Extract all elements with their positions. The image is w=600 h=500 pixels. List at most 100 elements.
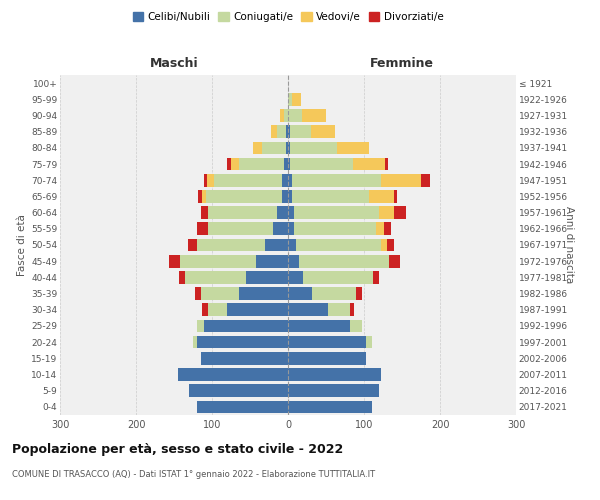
- Bar: [185, 271, 246, 283]
- Bar: [273, 222, 288, 235]
- Bar: [292, 174, 382, 186]
- Bar: [387, 238, 394, 252]
- Bar: [394, 206, 406, 219]
- Bar: [288, 206, 294, 219]
- Bar: [288, 158, 290, 170]
- Bar: [246, 271, 288, 283]
- Bar: [389, 255, 400, 268]
- Bar: [288, 320, 350, 332]
- Bar: [205, 320, 288, 332]
- Bar: [288, 126, 290, 138]
- Bar: [208, 304, 227, 316]
- Bar: [290, 126, 311, 138]
- Bar: [382, 174, 421, 186]
- Bar: [290, 142, 337, 154]
- Bar: [206, 190, 282, 202]
- Bar: [302, 109, 326, 122]
- Bar: [208, 206, 277, 219]
- Bar: [294, 206, 379, 219]
- Bar: [288, 271, 303, 283]
- Bar: [194, 288, 200, 300]
- Bar: [197, 222, 208, 235]
- Bar: [202, 304, 208, 316]
- Bar: [227, 304, 288, 316]
- Bar: [288, 238, 296, 252]
- Bar: [197, 336, 288, 348]
- Bar: [288, 336, 365, 348]
- Bar: [313, 288, 356, 300]
- Bar: [197, 400, 288, 413]
- Legend: Celibi/Nubili, Coniugati/e, Vedovi/e, Divorziati/e: Celibi/Nubili, Coniugati/e, Vedovi/e, Di…: [128, 8, 448, 26]
- Bar: [288, 93, 292, 106]
- Bar: [271, 126, 277, 138]
- Bar: [286, 126, 288, 138]
- Bar: [350, 304, 354, 316]
- Bar: [208, 174, 214, 186]
- Bar: [288, 288, 313, 300]
- Bar: [356, 288, 362, 300]
- Bar: [208, 222, 273, 235]
- Bar: [288, 174, 292, 186]
- Bar: [384, 222, 391, 235]
- Bar: [288, 109, 302, 122]
- Bar: [288, 384, 379, 397]
- Bar: [197, 320, 205, 332]
- Bar: [284, 109, 288, 122]
- Bar: [288, 368, 381, 381]
- Bar: [282, 174, 288, 186]
- Bar: [199, 190, 202, 202]
- Text: Popolazione per età, sesso e stato civile - 2022: Popolazione per età, sesso e stato civil…: [12, 442, 343, 456]
- Bar: [284, 158, 288, 170]
- Bar: [253, 142, 262, 154]
- Bar: [214, 174, 282, 186]
- Bar: [277, 126, 286, 138]
- Y-axis label: Fasce di età: Fasce di età: [17, 214, 27, 276]
- Bar: [202, 190, 206, 202]
- Bar: [365, 336, 371, 348]
- Bar: [288, 190, 292, 202]
- Bar: [379, 206, 394, 219]
- Bar: [337, 142, 368, 154]
- Bar: [193, 336, 197, 348]
- Bar: [299, 255, 389, 268]
- Bar: [262, 142, 286, 154]
- Text: Maschi: Maschi: [149, 57, 199, 70]
- Bar: [288, 352, 365, 364]
- Bar: [200, 206, 208, 219]
- Bar: [303, 271, 373, 283]
- Bar: [350, 320, 362, 332]
- Bar: [370, 190, 394, 202]
- Bar: [292, 93, 301, 106]
- Bar: [296, 238, 381, 252]
- Bar: [188, 238, 197, 252]
- Text: Femmine: Femmine: [370, 57, 434, 70]
- Bar: [203, 174, 208, 186]
- Bar: [381, 238, 387, 252]
- Bar: [239, 158, 284, 170]
- Bar: [282, 190, 288, 202]
- Bar: [265, 238, 288, 252]
- Bar: [421, 174, 430, 186]
- Bar: [288, 255, 299, 268]
- Bar: [227, 158, 231, 170]
- Bar: [294, 222, 376, 235]
- Bar: [328, 304, 350, 316]
- Bar: [180, 255, 256, 268]
- Bar: [311, 126, 335, 138]
- Bar: [290, 158, 353, 170]
- Bar: [373, 271, 379, 283]
- Bar: [288, 142, 290, 154]
- Bar: [178, 368, 288, 381]
- Bar: [277, 206, 288, 219]
- Bar: [286, 142, 288, 154]
- Bar: [280, 109, 284, 122]
- Bar: [288, 304, 328, 316]
- Bar: [394, 190, 397, 202]
- Bar: [169, 255, 180, 268]
- Bar: [288, 222, 294, 235]
- Bar: [256, 255, 288, 268]
- Text: COMUNE DI TRASACCO (AQ) - Dati ISTAT 1° gennaio 2022 - Elaborazione TUTTITALIA.I: COMUNE DI TRASACCO (AQ) - Dati ISTAT 1° …: [12, 470, 375, 479]
- Bar: [189, 384, 288, 397]
- Bar: [292, 190, 370, 202]
- Bar: [239, 288, 288, 300]
